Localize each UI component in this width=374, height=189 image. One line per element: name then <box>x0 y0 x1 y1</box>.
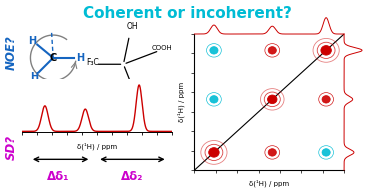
Text: Δδ₁: Δδ₁ <box>47 170 70 183</box>
Text: H: H <box>28 36 37 46</box>
Ellipse shape <box>268 149 276 156</box>
Ellipse shape <box>268 47 276 54</box>
Text: H: H <box>30 72 38 82</box>
Ellipse shape <box>321 46 331 55</box>
Text: SD?: SD? <box>4 135 18 160</box>
Text: COOH: COOH <box>152 45 173 51</box>
Text: NOE?: NOE? <box>4 36 18 70</box>
Text: C: C <box>50 53 57 63</box>
Text: Δδ₂: Δδ₂ <box>120 170 143 183</box>
X-axis label: δ(¹H) / ppm: δ(¹H) / ppm <box>77 142 117 149</box>
Text: OH: OH <box>126 22 138 31</box>
Ellipse shape <box>210 47 218 54</box>
Ellipse shape <box>210 96 218 103</box>
Ellipse shape <box>267 95 277 104</box>
Text: Coherent or incoherent?: Coherent or incoherent? <box>83 6 291 21</box>
X-axis label: δ(¹H) / ppm: δ(¹H) / ppm <box>249 179 289 187</box>
Ellipse shape <box>209 148 219 157</box>
Text: H: H <box>76 53 84 63</box>
Text: F₃C: F₃C <box>86 58 99 67</box>
Ellipse shape <box>322 96 330 103</box>
Y-axis label: δ(¹H) / ppm: δ(¹H) / ppm <box>178 82 186 122</box>
Ellipse shape <box>322 149 330 156</box>
Text: Me: Me <box>130 91 141 101</box>
